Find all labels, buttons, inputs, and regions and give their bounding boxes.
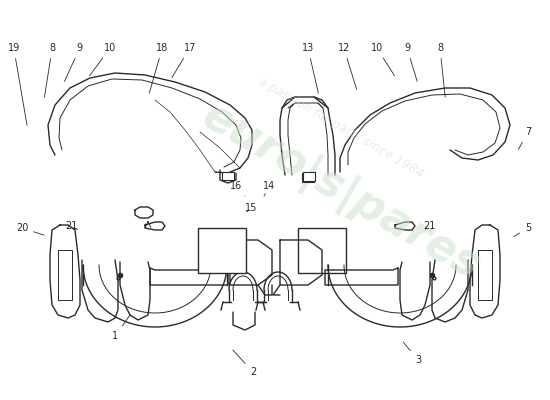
Text: 14: 14: [263, 181, 276, 196]
Text: 7: 7: [518, 127, 531, 150]
Text: 9: 9: [404, 43, 417, 81]
Text: 17: 17: [172, 43, 196, 78]
Text: 12: 12: [338, 43, 356, 89]
Bar: [222, 172, 234, 180]
Text: 10: 10: [90, 43, 116, 76]
Text: 2: 2: [233, 350, 256, 377]
Text: 21: 21: [65, 221, 78, 231]
Text: 16: 16: [230, 181, 245, 196]
Bar: [198, 228, 246, 273]
Text: 21: 21: [423, 221, 435, 231]
Text: 10: 10: [371, 43, 394, 76]
Text: a passion for parts since 1984: a passion for parts since 1984: [256, 75, 426, 181]
Bar: [298, 228, 346, 273]
Text: 19: 19: [8, 43, 27, 125]
Text: 13: 13: [302, 43, 318, 93]
Text: 1: 1: [112, 314, 130, 341]
Text: 8: 8: [45, 43, 56, 97]
Text: 8: 8: [437, 43, 445, 97]
Text: 15: 15: [245, 203, 257, 213]
Text: 18: 18: [149, 43, 168, 93]
Bar: [303, 172, 315, 181]
Text: 20: 20: [16, 223, 44, 235]
Text: 5: 5: [514, 223, 531, 236]
Text: 3: 3: [403, 342, 421, 365]
Bar: [302, 173, 314, 182]
Text: euro|s|pares: euro|s|pares: [194, 94, 488, 290]
Text: 9: 9: [64, 43, 83, 82]
